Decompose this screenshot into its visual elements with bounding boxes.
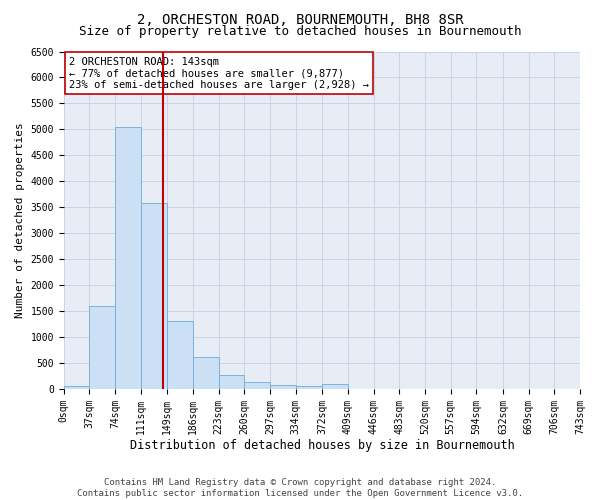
Bar <box>322 384 348 389</box>
Bar <box>244 382 270 389</box>
Bar <box>141 203 167 389</box>
Text: Size of property relative to detached houses in Bournemouth: Size of property relative to detached ho… <box>79 25 521 38</box>
Bar <box>270 385 296 389</box>
Bar <box>193 357 219 389</box>
X-axis label: Distribution of detached houses by size in Bournemouth: Distribution of detached houses by size … <box>130 440 514 452</box>
Text: 2, ORCHESTON ROAD, BOURNEMOUTH, BH8 8SR: 2, ORCHESTON ROAD, BOURNEMOUTH, BH8 8SR <box>137 12 463 26</box>
Text: Contains HM Land Registry data © Crown copyright and database right 2024.
Contai: Contains HM Land Registry data © Crown c… <box>77 478 523 498</box>
Bar <box>167 321 193 389</box>
Y-axis label: Number of detached properties: Number of detached properties <box>15 122 25 318</box>
Bar <box>296 386 322 389</box>
Bar <box>115 127 141 389</box>
Bar <box>219 374 244 389</box>
Bar <box>89 306 115 389</box>
Bar <box>64 386 89 389</box>
Text: 2 ORCHESTON ROAD: 143sqm
← 77% of detached houses are smaller (9,877)
23% of sem: 2 ORCHESTON ROAD: 143sqm ← 77% of detach… <box>69 56 369 90</box>
